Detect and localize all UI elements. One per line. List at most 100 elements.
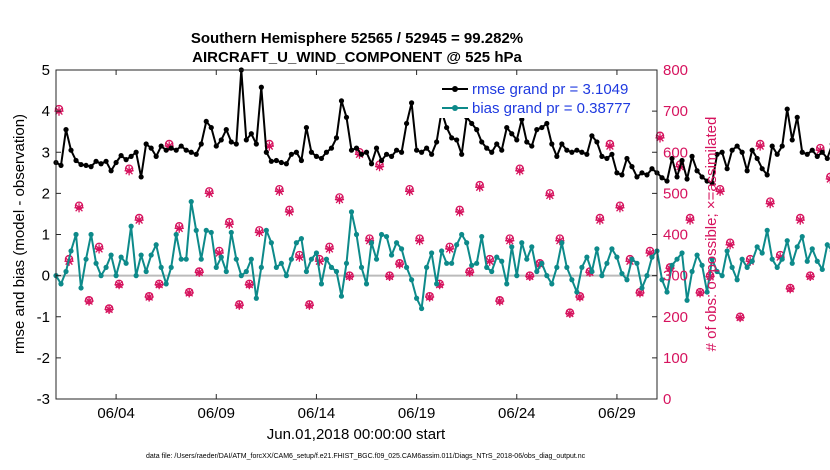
obs-assimilated-point [314, 256, 325, 266]
bias-point [323, 256, 330, 262]
bias-point [393, 240, 400, 246]
bias-point [73, 231, 79, 238]
obs-assimilated-point [785, 284, 795, 294]
rmse-point [699, 174, 705, 180]
obs-assimilated-point [344, 271, 355, 282]
bias-point [103, 264, 109, 270]
rmse-point [744, 168, 750, 174]
y2-tick-label: 700 [663, 103, 688, 120]
bias-point [348, 209, 355, 215]
rmse-point [784, 106, 790, 112]
rmse-point [123, 157, 129, 163]
obs-assimilated-point [775, 252, 785, 262]
bias-point [814, 258, 820, 264]
obs-assimilated-point [274, 186, 284, 196]
y-tick-label: 1 [42, 227, 50, 244]
rmse-point [128, 153, 134, 159]
rmse-point [479, 139, 485, 145]
legend-rmse-label: rmse grand pr = 3.1049 [472, 81, 628, 98]
bias-point [293, 240, 299, 246]
obs-assimilated-point [725, 240, 735, 250]
bias-point [494, 254, 500, 260]
bias-point [609, 246, 615, 252]
obs-assimilated-point [114, 280, 124, 290]
bias-point [213, 264, 219, 270]
rmse-point [368, 161, 375, 167]
legend: rmse grand pr = 3.1049 bias grand pr = 0… [438, 78, 642, 118]
bias-point [183, 256, 189, 262]
bias-point [108, 252, 114, 258]
bias-point [163, 281, 169, 287]
obs-assimilated-point [154, 280, 164, 290]
bias-point [729, 264, 735, 270]
bias-point [328, 264, 335, 270]
bias-point [133, 273, 139, 279]
bias-point [403, 264, 410, 270]
obs-assimilated-point [384, 271, 395, 282]
rmse-point [659, 175, 665, 181]
legend-rmse-marker [452, 86, 458, 92]
rmse-point [419, 149, 425, 155]
rmse-point [343, 114, 350, 120]
bias-point [554, 264, 560, 270]
rmse-point [63, 127, 69, 133]
bias-point [454, 242, 460, 248]
rmse-point [308, 149, 315, 155]
rmse-point [133, 149, 139, 155]
y2-tick-label: 400 [663, 227, 688, 244]
bias-point [148, 252, 154, 258]
bias-point [88, 231, 94, 238]
obs-assimilated-point [374, 162, 385, 172]
bias-point [764, 227, 770, 233]
bias-point [634, 260, 640, 266]
obs-assimilated-point [224, 219, 234, 229]
bias-point [569, 277, 575, 283]
bias-point [424, 264, 430, 270]
bias-point [173, 231, 179, 238]
rmse-point [754, 155, 760, 162]
bias-point [193, 227, 199, 233]
bias-point [143, 268, 149, 275]
bias-point [358, 264, 365, 270]
rmse-point [599, 153, 605, 159]
rmse-point [298, 157, 305, 164]
rmse-point [203, 118, 209, 125]
bias-point [223, 268, 229, 275]
rmse-point [73, 157, 79, 164]
rmse-point [794, 114, 800, 120]
rmse-point [459, 151, 465, 157]
bias-point [679, 250, 685, 256]
bias-point [439, 248, 445, 254]
y-axis-label: rmse and bias (model - observation) [11, 114, 28, 354]
obs-assimilated-point [425, 292, 435, 302]
bias-point [714, 268, 720, 275]
rmse-point [614, 170, 620, 176]
rmse-point [504, 124, 510, 131]
rmse-point [233, 141, 239, 147]
bias-point [98, 273, 104, 279]
bias-point [664, 289, 670, 295]
bias-point [549, 281, 555, 287]
obs-assimilated-point [625, 256, 635, 266]
bias-point [298, 236, 305, 242]
rmse-point [824, 155, 830, 162]
rmse-point [564, 147, 570, 153]
legend-box [438, 78, 642, 118]
y2-tick-label: 100 [663, 350, 688, 367]
bias-point [419, 305, 425, 312]
bias-point [198, 256, 204, 262]
obs-assimilated-point [244, 280, 254, 290]
rmse-point [253, 141, 259, 147]
rmse-point [814, 153, 820, 159]
bias-point [469, 262, 475, 268]
rmse-point [333, 135, 340, 141]
obs-assimilated-point [184, 288, 194, 298]
obs-assimilated-point [234, 300, 244, 310]
bias-point [83, 256, 89, 262]
rmse-point [263, 149, 269, 155]
bias-point [243, 268, 249, 275]
obs-assimilated-point [124, 166, 134, 176]
obs-assimilated-point [144, 292, 154, 302]
bias-point [504, 281, 510, 287]
bias-point [704, 289, 710, 295]
